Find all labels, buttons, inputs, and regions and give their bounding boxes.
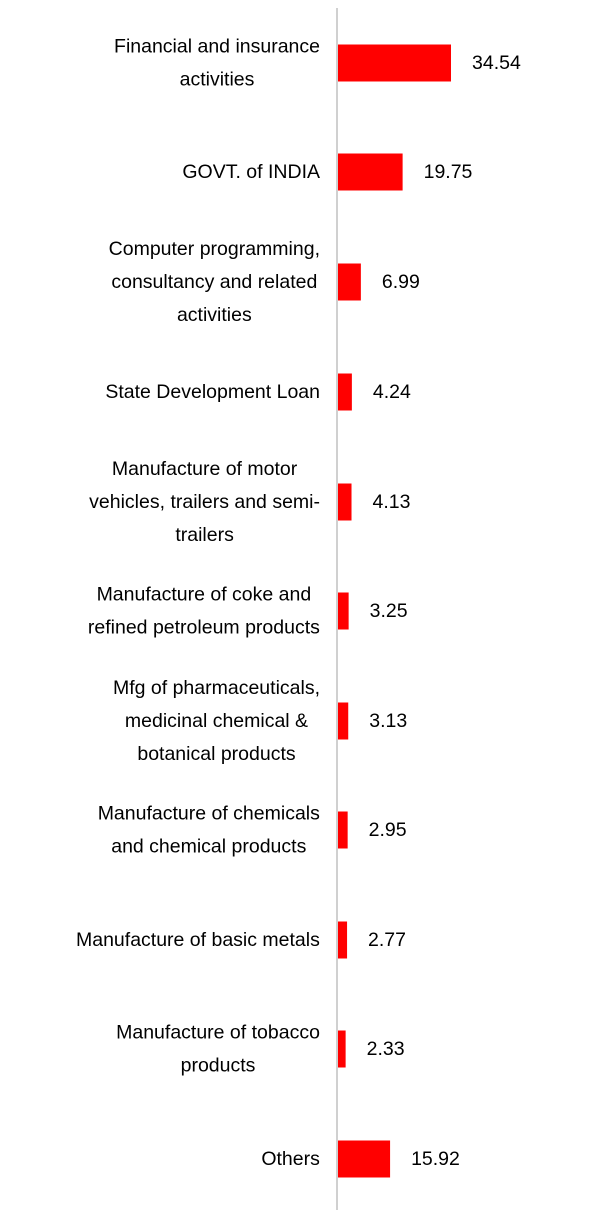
category-label-line: activities xyxy=(177,304,252,326)
category-label-line: Mfg of pharmaceuticals, xyxy=(113,677,320,699)
value-label: 4.13 xyxy=(373,491,411,513)
category-label-line: medicinal chemical & xyxy=(125,710,308,732)
bar xyxy=(338,1140,391,1178)
bar xyxy=(338,44,451,82)
bar xyxy=(338,483,352,521)
category-label-line: consultancy and related xyxy=(111,271,317,293)
value-label: 4.24 xyxy=(373,381,411,403)
category-label: Manufacture of coke and refined petroleum… xyxy=(88,584,320,639)
category-label-line: GOVT. of INDIA xyxy=(182,161,320,183)
bar xyxy=(338,811,348,849)
category-label-line: trailers xyxy=(175,524,234,546)
category-labels-group: Financial and insurance activities GOVT. o… xyxy=(76,36,320,1171)
bar xyxy=(338,921,348,959)
value-label: 34.54 xyxy=(472,52,521,74)
bar xyxy=(338,263,361,301)
value-labels-group: 34.54 19.75 6.99 4.24 4.13 3.25 3.13 2.95 2.77 2.… xyxy=(367,52,521,1170)
category-label: State Development Loan xyxy=(105,381,320,403)
category-label-line: activities xyxy=(180,69,255,91)
category-label-line: Manufacture of tobacco xyxy=(116,1022,320,1044)
category-label: Manufacture of motor vehicles, trailers a… xyxy=(89,458,320,546)
category-label: Manufacture of tobacco products xyxy=(116,1022,320,1077)
category-label-line: Manufacture of coke and xyxy=(97,584,312,606)
category-label-line: and chemical products xyxy=(111,836,306,858)
category-label: Financial and insurance activities xyxy=(114,36,320,91)
category-label-line: Manufacture of basic metals xyxy=(76,929,320,951)
bar xyxy=(338,1030,346,1068)
category-label: Manufacture of chemicals and chemical pro… xyxy=(98,803,320,858)
bar xyxy=(338,373,352,411)
category-label-line: Manufacture of motor xyxy=(112,458,298,480)
bars-group xyxy=(338,44,451,1178)
value-label: 19.75 xyxy=(424,161,473,183)
category-label-line: products xyxy=(181,1055,256,1077)
category-label-line: refined petroleum products xyxy=(88,617,320,639)
category-label: GOVT. of INDIA xyxy=(182,161,320,183)
category-label-line: Manufacture of chemicals xyxy=(98,803,320,825)
category-label: Manufacture of basic metals xyxy=(76,929,320,951)
category-label-line: vehicles, trailers and semi- xyxy=(89,491,320,513)
value-label: 2.77 xyxy=(368,929,406,951)
bar xyxy=(338,153,403,191)
category-label: Others xyxy=(261,1148,320,1170)
category-label: Mfg of pharmaceuticals, medicinal chemica… xyxy=(113,677,320,765)
value-label: 3.13 xyxy=(369,710,407,732)
category-label-line: State Development Loan xyxy=(105,381,320,403)
bar xyxy=(338,702,349,740)
value-label: 6.99 xyxy=(382,271,420,293)
value-label: 2.95 xyxy=(369,819,407,841)
category-label-line: botanical products xyxy=(137,743,296,765)
bar xyxy=(338,592,349,630)
value-label: 3.25 xyxy=(370,600,408,622)
category-label-line: Computer programming, xyxy=(109,238,320,260)
value-label: 15.92 xyxy=(411,1148,460,1170)
category-label-line: Financial and insurance xyxy=(114,36,320,58)
category-label: Computer programming, consultancy and rel… xyxy=(109,238,320,326)
category-label-line: Others xyxy=(261,1148,320,1170)
value-label: 2.33 xyxy=(367,1038,405,1060)
